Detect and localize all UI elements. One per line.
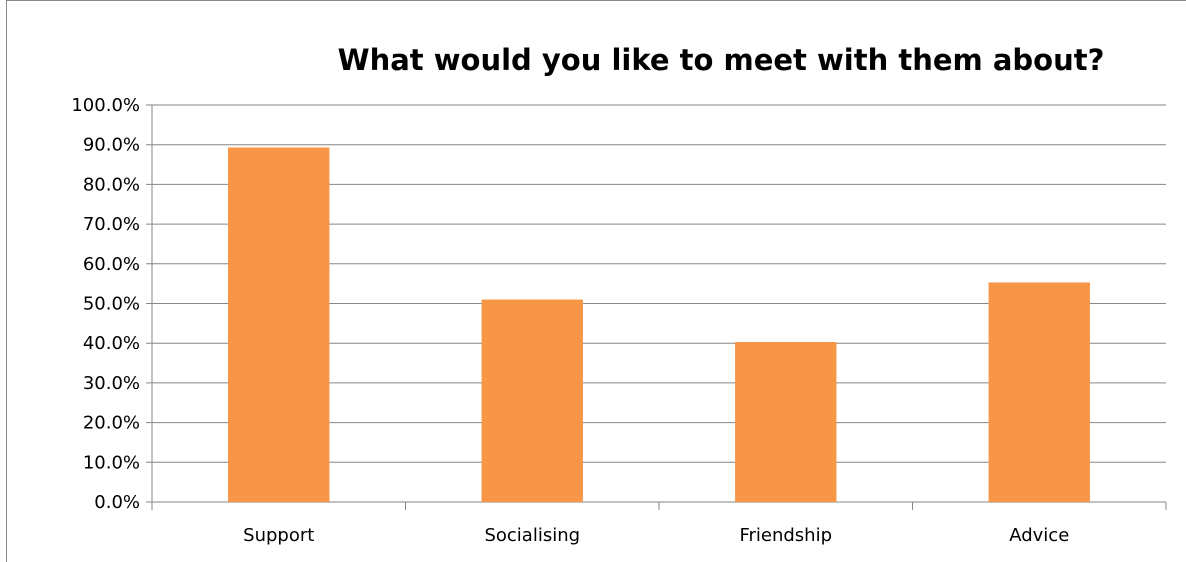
y-tick-label: 10.0% [83, 452, 140, 473]
y-tick-label: 90.0% [83, 135, 140, 156]
y-tick-label: 100.0% [71, 95, 140, 116]
bars [228, 147, 1090, 502]
bar-friendship [735, 342, 837, 502]
x-tick-label: Friendship [739, 525, 832, 546]
y-axis-ticks: 0.0% 10.0% 20.0% 30.0% 40.0% 50.0% 60.0% 70.0% 8… [71, 95, 140, 513]
x-tick-label: Advice [1009, 525, 1069, 546]
bar-advice [988, 282, 1090, 502]
y-tick-label: 40.0% [83, 333, 140, 354]
chart-frame [6, 0, 1186, 562]
y-tick-label: 60.0% [83, 254, 140, 275]
y-tick-label: 0.0% [94, 492, 140, 513]
chart-title: What would you like to meet with them ab… [338, 43, 1105, 77]
bar-support [228, 147, 330, 502]
y-tick-label: 50.0% [83, 294, 140, 315]
x-tick-label: Socialising [484, 525, 580, 546]
x-axis [151, 502, 1167, 510]
y-tick-label: 30.0% [83, 373, 140, 394]
x-axis-tick-labels: Support Socialising Friendship Advice [243, 525, 1069, 546]
x-tick-label: Support [243, 525, 314, 546]
y-tick-label: 70.0% [83, 214, 140, 235]
bar-socialising [481, 299, 583, 502]
y-tick-label: 20.0% [83, 413, 140, 434]
y-tick-label: 80.0% [83, 174, 140, 195]
